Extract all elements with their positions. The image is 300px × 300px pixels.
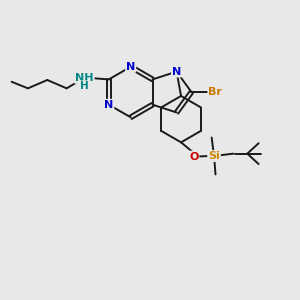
Text: Br: Br [208, 87, 222, 97]
Text: O: O [189, 152, 199, 162]
Text: N: N [104, 100, 113, 110]
Text: NH: NH [75, 73, 94, 83]
Text: N: N [172, 67, 181, 76]
Text: Si: Si [208, 151, 220, 161]
Text: N: N [126, 62, 135, 72]
Text: H: H [80, 81, 89, 91]
